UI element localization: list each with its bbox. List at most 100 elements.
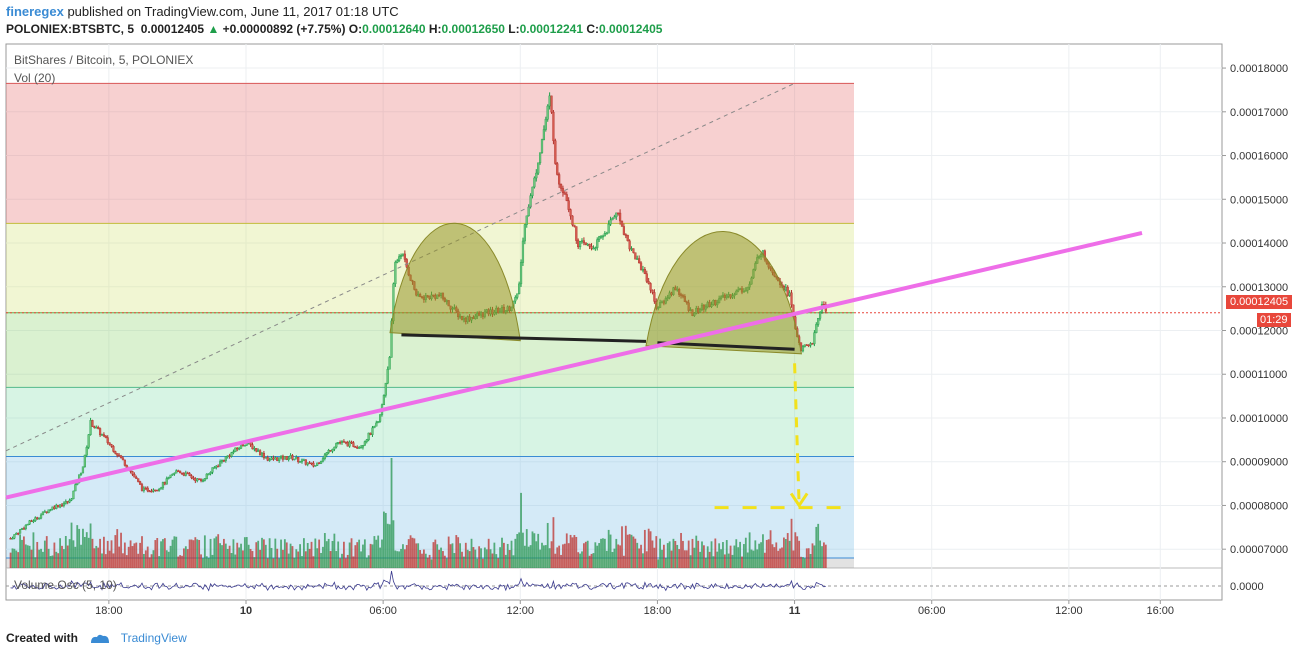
volume-bar (219, 543, 221, 568)
volume-bar (508, 550, 511, 568)
candle-body (266, 457, 269, 461)
volume-bar (352, 556, 355, 568)
volume-bar (516, 534, 519, 568)
volume-bar (183, 548, 185, 568)
candle-body (142, 487, 146, 491)
volume-bar (15, 550, 18, 568)
candle-body (180, 472, 184, 475)
high-label: H: (428, 22, 442, 36)
volume-bar (683, 550, 686, 568)
volume-bar (704, 558, 707, 568)
volume-bar (322, 546, 324, 568)
candle-body (586, 243, 589, 246)
time-tick-label: 18:00 (644, 605, 672, 617)
volume-bar (476, 558, 479, 568)
time-axis[interactable]: 18:00 10 06:00 12:00 18:00 11 06:00 12:00 16:00 (95, 600, 1174, 617)
volume-bar (523, 545, 526, 568)
volume-bar (274, 538, 277, 568)
candle-body (371, 427, 374, 435)
volume-bar (213, 538, 216, 568)
volume-bar (371, 544, 374, 568)
series-legend[interactable]: BitShares / Bitcoin, 5, POLONIEX (14, 53, 194, 67)
candle-body (335, 443, 338, 448)
volume-bar (514, 538, 517, 568)
volume-bar (691, 538, 694, 568)
candle-body (260, 452, 264, 456)
candle-body (146, 487, 149, 492)
osc-legend[interactable]: Volume Osc (5, 10) (14, 578, 117, 592)
candle-body (558, 174, 561, 185)
candle-body (645, 273, 648, 282)
candle-body (365, 439, 368, 442)
candle-body (620, 220, 624, 227)
candle-body (298, 461, 302, 463)
volume-bar (331, 540, 334, 568)
candle-body (161, 482, 165, 489)
volume-bar (23, 536, 25, 568)
fib-retracement[interactable] (6, 82, 1222, 568)
volume-bar (750, 549, 753, 568)
candle-body (377, 421, 380, 424)
volume-bar (739, 541, 741, 568)
volume-bar (699, 551, 701, 568)
candle-body (89, 420, 92, 435)
candle-body (49, 509, 52, 511)
volume-bar (87, 537, 90, 568)
volume-bar (632, 536, 635, 568)
volume-bar (539, 549, 541, 568)
tradingview-link[interactable]: TradingView (120, 631, 187, 645)
candle-body (39, 514, 43, 519)
drawings[interactable] (5, 82, 1143, 510)
volume-bar (794, 532, 797, 568)
volume-bar (43, 540, 46, 568)
volume-bar (805, 548, 808, 568)
volume-bar (756, 549, 759, 568)
price-axis[interactable]: 0.00018000 0.00017000 0.00016000 0.00015000… (1222, 63, 1288, 593)
volume-bar (798, 540, 801, 568)
volume-bar (529, 545, 532, 568)
volume-legend[interactable]: Vol (20) (14, 71, 56, 85)
candle-body (582, 240, 586, 243)
volume-bar (773, 547, 776, 568)
candle-body (318, 462, 321, 465)
volume-bar (152, 550, 155, 568)
volume-bar (91, 538, 94, 568)
volume-bar (722, 542, 724, 568)
volume-bar (541, 542, 543, 568)
volume-bar (120, 532, 122, 568)
volume-bar (146, 546, 149, 568)
candle-body (396, 260, 399, 263)
candle-body (34, 517, 37, 522)
candle-body (601, 235, 605, 238)
author-link[interactable]: fineregex (6, 4, 64, 19)
candle-body (556, 163, 559, 175)
volume-bar (685, 550, 688, 568)
volume-bar (758, 543, 761, 568)
volume-bar (518, 532, 521, 568)
volume-bar (493, 542, 496, 568)
volume-bar (295, 549, 298, 568)
volume-bar (114, 535, 117, 568)
volume-bar (354, 545, 357, 568)
volume-bar (80, 544, 82, 568)
volume-bar (790, 518, 793, 568)
volume-bar (303, 538, 305, 568)
time-tick-label: 18:00 (95, 605, 123, 617)
volume-bar (131, 546, 134, 568)
last-price: 0.00012405 (140, 22, 205, 36)
neckline-right (657, 341, 795, 351)
volume-bar (666, 543, 669, 568)
volume-bar (318, 539, 321, 568)
volume-bar (184, 546, 187, 568)
price-tick-label: 0.00012000 (1230, 325, 1288, 337)
volume-bar (647, 528, 650, 568)
candle-body (144, 487, 147, 490)
volume-bar (594, 542, 597, 568)
time-tick-label: 10 (240, 605, 252, 617)
volume-bar (596, 545, 599, 568)
candle-body (531, 186, 534, 196)
fib-diagonal-line (5, 82, 795, 452)
candle-body (363, 441, 366, 446)
volume-bar (565, 533, 568, 568)
